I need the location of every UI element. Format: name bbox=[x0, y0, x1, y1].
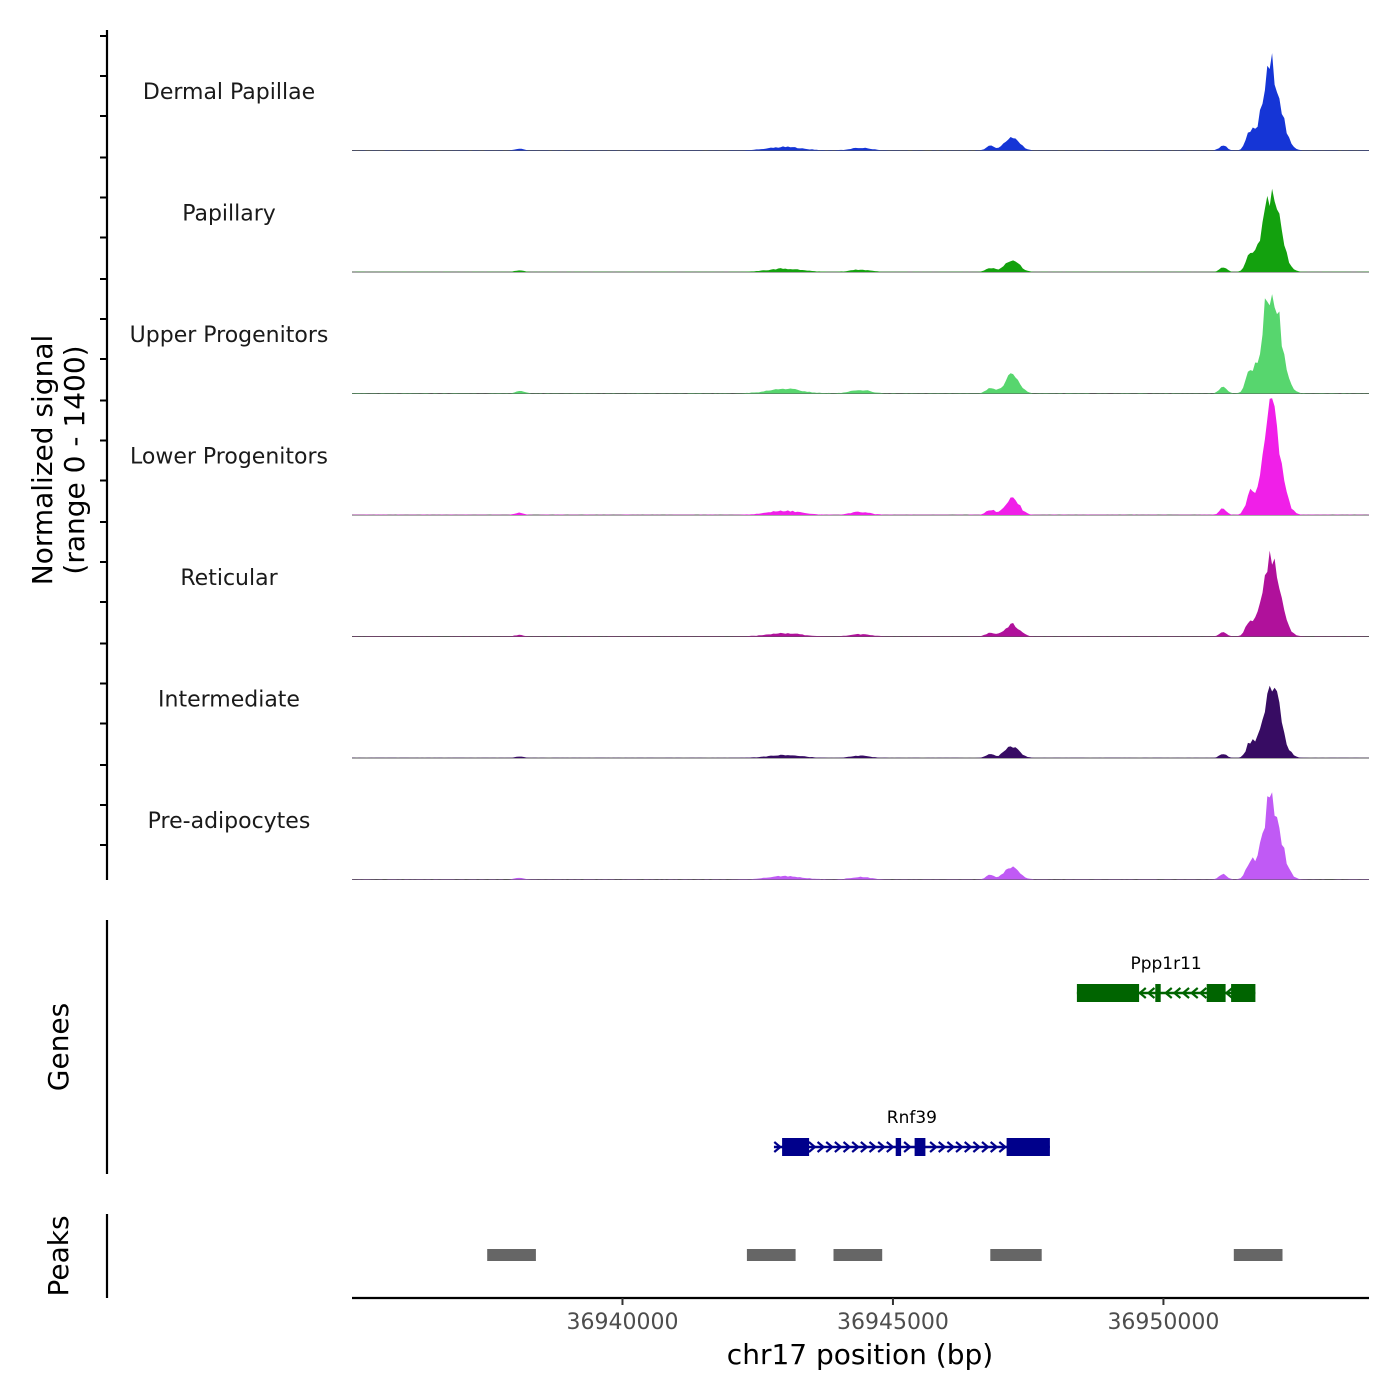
coverage-area bbox=[352, 685, 1369, 758]
strand-arrow bbox=[825, 1141, 834, 1153]
genes-track: Ppp1r11 Rnf39 bbox=[773, 954, 1256, 1156]
strand-arrow bbox=[972, 1141, 982, 1153]
track-pre-adipocytes: Pre-adipocytes bbox=[148, 792, 1369, 880]
coverage-area bbox=[352, 188, 1369, 272]
y-axis-title-line2: (range 0 - 1400) bbox=[58, 345, 91, 574]
strand-arrow bbox=[816, 1141, 826, 1153]
strand-arrow bbox=[963, 1141, 973, 1153]
gene-exon bbox=[1076, 984, 1140, 1002]
strand-arrow bbox=[842, 1141, 852, 1153]
peak-region bbox=[1233, 1249, 1283, 1261]
peak-region bbox=[487, 1249, 536, 1261]
strand-arrow bbox=[834, 1141, 843, 1153]
strand-arrow bbox=[851, 1141, 860, 1153]
gene-exon bbox=[1206, 984, 1226, 1002]
track-dermal-papillae: Dermal Papillae bbox=[143, 53, 1369, 151]
strand-arrow bbox=[808, 1141, 817, 1153]
strand-arrow bbox=[998, 1141, 1008, 1153]
x-tick-label: 36950000 bbox=[1107, 1310, 1219, 1335]
track-label: Pre-adipocytes bbox=[148, 809, 311, 834]
gene-label: Ppp1r11 bbox=[1130, 954, 1201, 974]
gene-exon bbox=[1006, 1138, 1050, 1156]
x-tick-label: 36940000 bbox=[566, 1310, 678, 1335]
track-reticular: Reticular bbox=[180, 550, 1369, 637]
peak-region bbox=[833, 1249, 883, 1261]
strand-arrow bbox=[877, 1141, 886, 1153]
gene-exon bbox=[1155, 984, 1161, 1002]
strand-arrow bbox=[868, 1141, 878, 1153]
gene-rnf39: Rnf39 bbox=[773, 1108, 1050, 1156]
coverage-area bbox=[352, 53, 1369, 151]
track-intermediate: Intermediate bbox=[158, 685, 1369, 759]
track-label: Upper Progenitors bbox=[130, 323, 329, 348]
track-papillary: Papillary bbox=[182, 188, 1369, 273]
x-tick-label: 36945000 bbox=[837, 1310, 949, 1335]
genes-track-title: Genes bbox=[42, 1003, 75, 1091]
peak-region bbox=[746, 1249, 796, 1261]
peak-region bbox=[990, 1249, 1042, 1261]
coverage-area bbox=[352, 294, 1369, 394]
track-lower-progenitors: Lower Progenitors bbox=[130, 398, 1369, 516]
strand-arrow bbox=[860, 1141, 869, 1153]
strand-arrow bbox=[929, 1141, 938, 1153]
gene-exon bbox=[895, 1138, 902, 1156]
coverage-area bbox=[352, 398, 1369, 515]
track-label: Papillary bbox=[182, 202, 276, 227]
strand-arrow bbox=[1190, 987, 1199, 999]
strand-arrow bbox=[981, 1141, 990, 1153]
x-axis-ticks: 36940000 36945000 36950000 bbox=[566, 1298, 1219, 1335]
strand-arrow bbox=[955, 1141, 964, 1153]
strand-arrow bbox=[1146, 987, 1156, 999]
track-label: Reticular bbox=[180, 566, 278, 591]
gene-exon bbox=[1231, 984, 1256, 1002]
strand-arrow bbox=[1224, 987, 1234, 999]
track-label: Intermediate bbox=[158, 688, 300, 713]
peaks-track bbox=[487, 1249, 1283, 1261]
strand-arrow bbox=[1164, 987, 1173, 999]
coverage-area bbox=[352, 792, 1369, 880]
gene-label: Rnf39 bbox=[887, 1108, 937, 1128]
peaks-track-title: Peaks bbox=[42, 1215, 75, 1296]
strand-arrow bbox=[1198, 987, 1208, 999]
strand-arrow bbox=[773, 1141, 782, 1153]
strand-arrow bbox=[938, 1141, 947, 1153]
gene-exon bbox=[914, 1138, 926, 1156]
gene-exon bbox=[782, 1138, 810, 1156]
strand-arrow bbox=[903, 1141, 912, 1153]
strand-arrow bbox=[946, 1141, 956, 1153]
track-label: Lower Progenitors bbox=[130, 445, 328, 470]
strand-arrow bbox=[886, 1141, 895, 1153]
track-upper-progenitors: Upper Progenitors bbox=[130, 294, 1369, 394]
strand-arrow bbox=[1138, 987, 1147, 999]
coverage-tracks: Dermal Papillae Papillary Upper Progenitor… bbox=[130, 53, 1369, 880]
track-label: Dermal Papillae bbox=[143, 80, 315, 105]
strand-arrow bbox=[989, 1141, 999, 1153]
coverage-y-ticks bbox=[100, 35, 107, 846]
x-axis-title: chr17 position (bp) bbox=[727, 1338, 993, 1371]
strand-arrow bbox=[1172, 987, 1182, 999]
gene-ppp1r11: Ppp1r11 bbox=[1076, 954, 1256, 1002]
strand-arrow bbox=[1181, 987, 1190, 999]
y-axis-title-line1: Normalized signal bbox=[26, 335, 59, 586]
coverage-area bbox=[352, 550, 1369, 637]
